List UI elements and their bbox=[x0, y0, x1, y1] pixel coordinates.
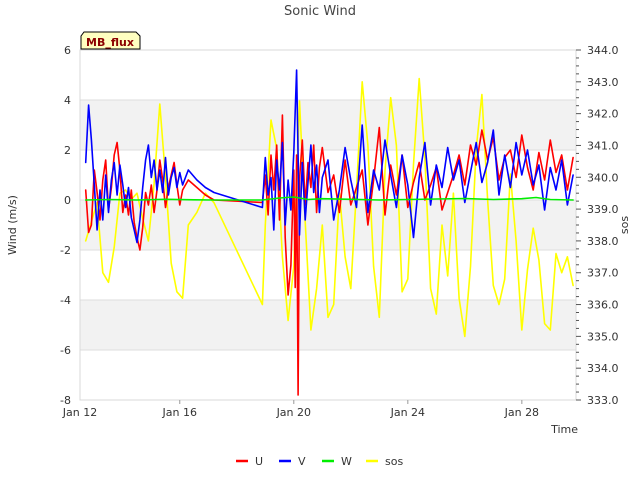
series-line-u bbox=[84, 114, 574, 396]
grid-band bbox=[80, 350, 576, 400]
series-line-w bbox=[84, 196, 574, 201]
y-tick-label: -2 bbox=[60, 244, 71, 257]
legend-label-w: W bbox=[341, 455, 352, 468]
y-axis-right: 333.0 334.0 335.0 336.0 337.0 338.0 339.0 340.0… bbox=[576, 44, 619, 407]
x-axis: Jan 12 Jan 16 Jan 20 Jan 24 Jan 28 bbox=[62, 400, 539, 419]
chart-title: Sonic Wind bbox=[284, 4, 356, 19]
grid-band bbox=[80, 100, 576, 150]
badge: MB_flux bbox=[80, 31, 141, 50]
x-tick-label: Jan 12 bbox=[62, 406, 97, 419]
y-tick-label: 6 bbox=[64, 44, 71, 57]
y2-tick-label: 341.0 bbox=[587, 139, 619, 152]
y-axis-left: -8 -6 -4 -2 0 2 4 6 bbox=[60, 44, 71, 407]
x-tick-label: Jan 20 bbox=[276, 406, 311, 419]
y2-tick-label: 338.0 bbox=[587, 235, 619, 248]
y-tick-label: -8 bbox=[60, 394, 71, 407]
y-tick-label: -6 bbox=[60, 344, 71, 357]
legend-label-v: V bbox=[298, 455, 306, 468]
x-tick-label: Jan 24 bbox=[390, 406, 425, 419]
y-tick-label: 0 bbox=[64, 194, 71, 207]
y-tick-label: -4 bbox=[60, 294, 71, 307]
y2-tick-label: 343.0 bbox=[587, 76, 619, 89]
y2-tick-label: 344.0 bbox=[587, 44, 619, 57]
y-axis-title: Wind (m/s) bbox=[6, 195, 19, 255]
y-tick-label: 4 bbox=[64, 94, 71, 107]
y2-tick-label: 337.0 bbox=[587, 267, 619, 280]
badge-box bbox=[80, 31, 141, 50]
y2-tick-label: 339.0 bbox=[587, 203, 619, 216]
series-line-v bbox=[84, 69, 574, 244]
y2-tick-label: 335.0 bbox=[587, 330, 619, 343]
series-line-sos bbox=[84, 77, 574, 338]
y2-tick-label: 340.0 bbox=[587, 171, 619, 184]
legend-label-sos: sos bbox=[385, 455, 403, 468]
series-layer bbox=[84, 69, 574, 396]
x-axis-title: Time bbox=[550, 423, 578, 436]
y-tick-label: 2 bbox=[64, 144, 71, 157]
grid-band bbox=[80, 50, 576, 100]
y2-tick-label: 333.0 bbox=[587, 394, 619, 407]
x-tick-label: Jan 28 bbox=[504, 406, 539, 419]
y2-tick-label: 342.0 bbox=[587, 108, 619, 121]
y2-tick-label: 334.0 bbox=[587, 362, 619, 375]
x-tick-label: Jan 16 bbox=[162, 406, 197, 419]
y2-axis-title: sos bbox=[618, 216, 631, 234]
legend-label-u: U bbox=[255, 455, 263, 468]
grid-band bbox=[80, 200, 576, 250]
y2-tick-label: 336.0 bbox=[587, 299, 619, 312]
plot-background bbox=[80, 50, 576, 400]
badge-label: MB_flux bbox=[86, 36, 134, 49]
